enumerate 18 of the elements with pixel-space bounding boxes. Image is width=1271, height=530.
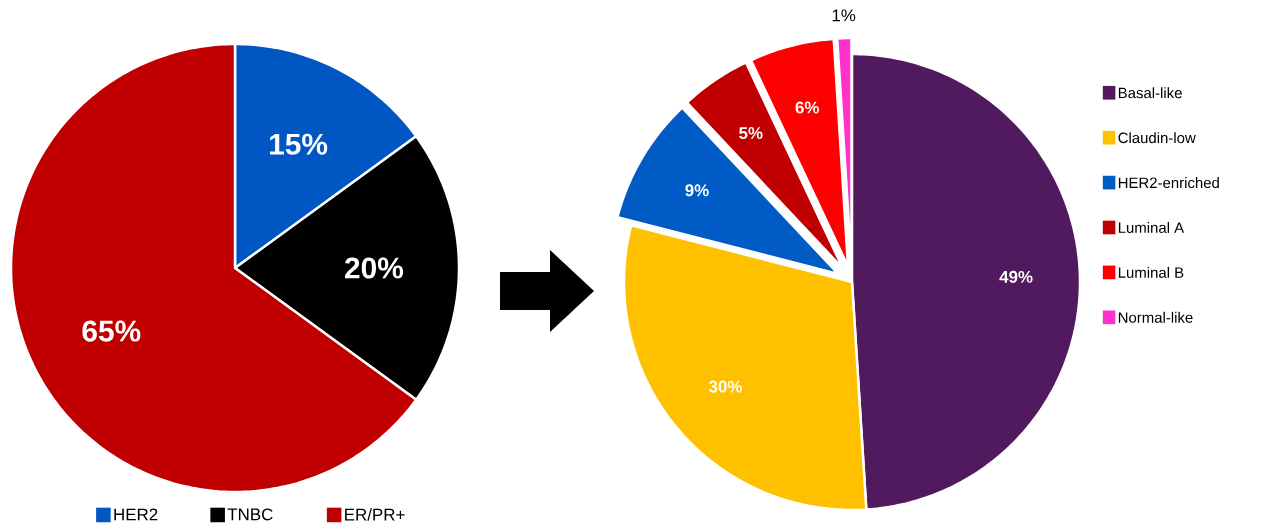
data-label: 6% xyxy=(795,101,819,114)
legend-label: HER2-enriched xyxy=(1118,177,1219,189)
legend-label: Basal-like xyxy=(1118,87,1182,99)
data-label: 30% xyxy=(708,380,743,393)
legend-label: HER2 xyxy=(114,508,158,521)
legend-label: Luminal B xyxy=(1118,266,1184,278)
data-label: 9% xyxy=(685,184,709,197)
data-label: 49% xyxy=(999,270,1033,283)
legend-label: TNBC xyxy=(227,508,273,521)
legend-label: Luminal A xyxy=(1118,222,1185,233)
legend-label: ER/PR+ xyxy=(345,508,405,521)
data-label: 20% xyxy=(345,257,404,279)
data-label: 1% xyxy=(832,9,856,22)
data-label: 15% xyxy=(270,133,328,155)
data-label: 65% xyxy=(82,320,141,342)
legend-label: Claudin-low xyxy=(1118,132,1196,144)
legend-label: Normal-like xyxy=(1118,311,1193,323)
data-label: 5% xyxy=(739,127,763,139)
